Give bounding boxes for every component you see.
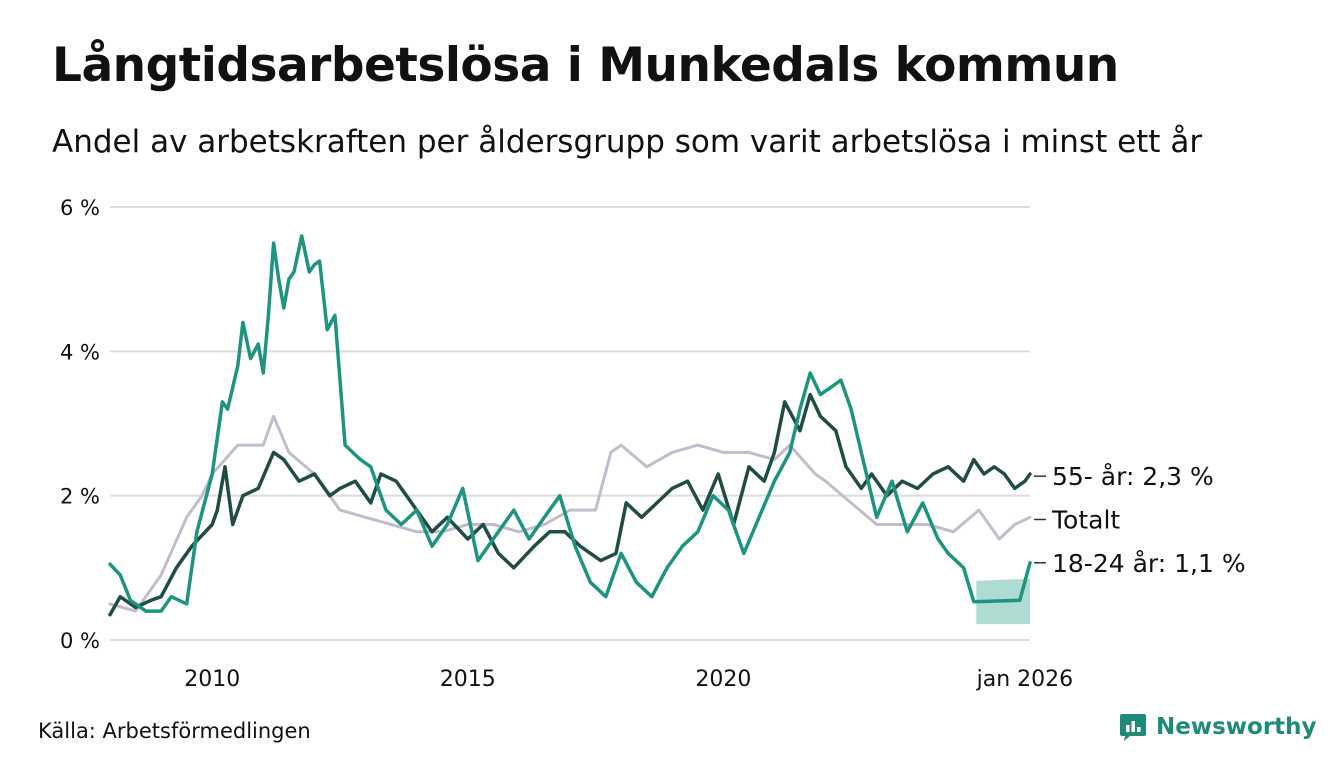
x-tick-label: jan 2026: [976, 667, 1074, 692]
label-layer: Totalt 55- år: 2,3 % 18-24 år: 1,1 %: [1034, 462, 1246, 578]
line-chart: 0 % 2 % 4 % 6 % 2010 2015 2020 jan 2026 Totalt 5…: [60, 196, 1246, 692]
brand-name: Newsworthy: [1156, 714, 1317, 740]
series-layer: [108, 234, 1032, 617]
y-tick-label: 6 %: [60, 196, 100, 220]
x-tick-label: 2020: [695, 667, 751, 692]
y-tick-label: 4 %: [60, 340, 100, 364]
source-note: Källa: Arbetsförmedlingen: [38, 719, 311, 743]
end-label-total: Totalt: [1051, 505, 1120, 534]
x-tick-label: 2015: [440, 667, 496, 692]
series-line-age_55: [108, 392, 1032, 617]
chart-subtitle: Andel av arbetskraften per åldersgrupp s…: [52, 124, 1203, 160]
y-tick-label: 0 %: [60, 629, 100, 653]
end-label-age_18_24: 18-24 år: 1,1 %: [1052, 549, 1246, 578]
series-line-age_18_24: [108, 234, 1032, 613]
grid-layer: 0 % 2 % 4 % 6 % 2010 2015 2020 jan 2026: [60, 196, 1073, 692]
y-tick-label: 2 %: [60, 485, 100, 509]
newsworthy-logo-icon: [1120, 714, 1146, 741]
brand-logo[interactable]: Newsworthy: [1118, 712, 1317, 742]
chart-title: Långtidsarbetslösa i Munkedals kommun: [52, 38, 1119, 93]
x-tick-label: 2010: [184, 667, 240, 692]
series-line-total: [108, 414, 1032, 613]
end-label-age_55: 55- år: 2,3 %: [1052, 462, 1214, 491]
